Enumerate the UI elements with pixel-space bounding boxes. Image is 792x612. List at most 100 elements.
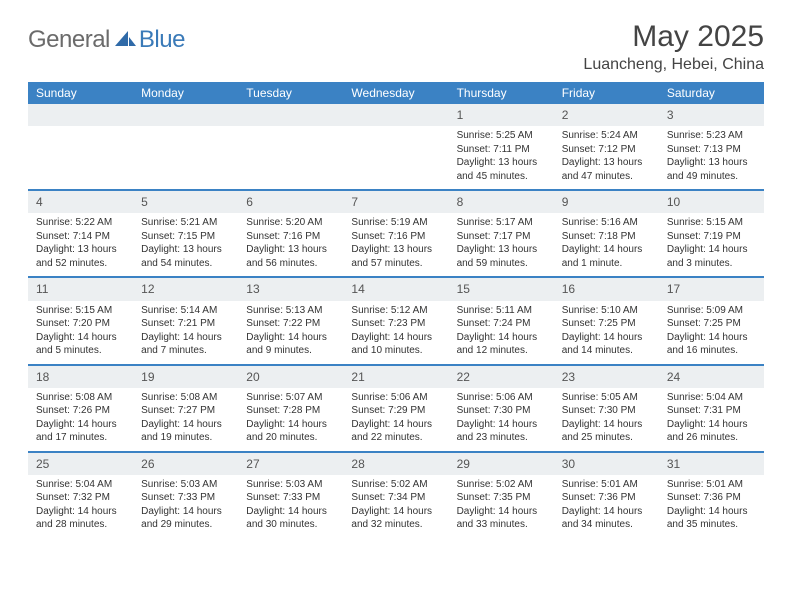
dl2-text: and 26 minutes. <box>667 431 756 445</box>
day-cell: Sunrise: 5:23 AMSunset: 7:13 PMDaylight:… <box>659 126 764 190</box>
sunset-text: Sunset: 7:23 PM <box>351 317 440 331</box>
day-number: 21 <box>343 365 448 388</box>
day-cell: Sunrise: 5:08 AMSunset: 7:27 PMDaylight:… <box>133 388 238 452</box>
day-cell: Sunrise: 5:02 AMSunset: 7:34 PMDaylight:… <box>343 475 448 538</box>
sunset-text: Sunset: 7:33 PM <box>246 491 335 505</box>
sunset-text: Sunset: 7:30 PM <box>457 404 546 418</box>
title-block: May 2025 Luancheng, Hebei, China <box>583 20 764 74</box>
dl2-text: and 34 minutes. <box>562 518 651 532</box>
sunset-text: Sunset: 7:25 PM <box>562 317 651 331</box>
sunset-text: Sunset: 7:16 PM <box>246 230 335 244</box>
day-cell: Sunrise: 5:06 AMSunset: 7:29 PMDaylight:… <box>343 388 448 452</box>
dl2-text: and 1 minute. <box>562 257 651 271</box>
dl1-text: Daylight: 14 hours <box>141 505 230 519</box>
sunset-text: Sunset: 7:36 PM <box>562 491 651 505</box>
day-number: 23 <box>554 365 659 388</box>
sunset-text: Sunset: 7:31 PM <box>667 404 756 418</box>
dl2-text: and 17 minutes. <box>36 431 125 445</box>
sunset-text: Sunset: 7:19 PM <box>667 230 756 244</box>
dl2-text: and 32 minutes. <box>351 518 440 532</box>
day-cell <box>133 126 238 190</box>
sunrise-text: Sunrise: 5:20 AM <box>246 216 335 230</box>
dl1-text: Daylight: 14 hours <box>246 331 335 345</box>
day-cell: Sunrise: 5:14 AMSunset: 7:21 PMDaylight:… <box>133 301 238 365</box>
day-cell: Sunrise: 5:08 AMSunset: 7:26 PMDaylight:… <box>28 388 133 452</box>
day-cell: Sunrise: 5:13 AMSunset: 7:22 PMDaylight:… <box>238 301 343 365</box>
day-cell: Sunrise: 5:09 AMSunset: 7:25 PMDaylight:… <box>659 301 764 365</box>
day-cell: Sunrise: 5:01 AMSunset: 7:36 PMDaylight:… <box>659 475 764 538</box>
sunrise-text: Sunrise: 5:08 AM <box>141 391 230 405</box>
day-number: 22 <box>449 365 554 388</box>
weekday-header: Thursday <box>449 82 554 104</box>
day-cell: Sunrise: 5:04 AMSunset: 7:31 PMDaylight:… <box>659 388 764 452</box>
dl1-text: Daylight: 14 hours <box>562 331 651 345</box>
day-cell: Sunrise: 5:16 AMSunset: 7:18 PMDaylight:… <box>554 213 659 277</box>
dl1-text: Daylight: 14 hours <box>457 331 546 345</box>
day-number: 7 <box>343 190 448 213</box>
sunrise-text: Sunrise: 5:24 AM <box>562 129 651 143</box>
sunset-text: Sunset: 7:26 PM <box>36 404 125 418</box>
day-number: 5 <box>133 190 238 213</box>
dl1-text: Daylight: 14 hours <box>351 418 440 432</box>
day-number: 9 <box>554 190 659 213</box>
logo-text-blue: Blue <box>139 26 185 54</box>
day-number: 26 <box>133 452 238 475</box>
sunrise-text: Sunrise: 5:17 AM <box>457 216 546 230</box>
dl1-text: Daylight: 13 hours <box>457 156 546 170</box>
detail-row: Sunrise: 5:25 AMSunset: 7:11 PMDaylight:… <box>28 126 764 190</box>
day-cell: Sunrise: 5:12 AMSunset: 7:23 PMDaylight:… <box>343 301 448 365</box>
detail-row: Sunrise: 5:08 AM Sunset: 7:26 PM Daylight:… <box>28 388 764 452</box>
day-cell: Sunrise: 5:11 AMSunset: 7:24 PMDaylight:… <box>449 301 554 365</box>
weekday-header: Sunday <box>28 82 133 104</box>
location: Luancheng, Hebei, China <box>583 56 764 74</box>
dl2-text: and 25 minutes. <box>562 431 651 445</box>
daynum-row: 11121314151617 <box>28 277 764 300</box>
dl1-text: Daylight: 14 hours <box>246 418 335 432</box>
day-number: 10 <box>659 190 764 213</box>
day-number: 3 <box>659 104 764 126</box>
sunrise-text: Sunrise: 5:02 AM <box>457 478 546 492</box>
dl2-text: and 12 minutes. <box>457 344 546 358</box>
sunset-text: Sunset: 7:29 PM <box>351 404 440 418</box>
calendar-table: Sunday Monday Tuesday Wednesday Thursday… <box>28 82 764 538</box>
sunrise-text: Sunrise: 5:10 AM <box>562 304 651 318</box>
logo-text-general: General <box>28 26 110 54</box>
sunrise-text: Sunrise: 5:25 AM <box>457 129 546 143</box>
dl1-text: Daylight: 13 hours <box>351 243 440 257</box>
dl2-text: and 10 minutes. <box>351 344 440 358</box>
sunrise-text: Sunrise: 5:04 AM <box>667 391 756 405</box>
dl2-text: and 7 minutes. <box>141 344 230 358</box>
dl1-text: Daylight: 14 hours <box>351 505 440 519</box>
sunset-text: Sunset: 7:24 PM <box>457 317 546 331</box>
day-number: 4 <box>28 190 133 213</box>
dl2-text: and 23 minutes. <box>457 431 546 445</box>
day-cell: Sunrise: 5:25 AMSunset: 7:11 PMDaylight:… <box>449 126 554 190</box>
dl1-text: Daylight: 14 hours <box>667 331 756 345</box>
sunset-text: Sunset: 7:13 PM <box>667 143 756 157</box>
day-cell <box>238 126 343 190</box>
weekday-header: Tuesday <box>238 82 343 104</box>
dl1-text: Daylight: 14 hours <box>667 505 756 519</box>
dl2-text: and 22 minutes. <box>351 431 440 445</box>
dl1-text: Daylight: 14 hours <box>36 505 125 519</box>
day-cell: Sunrise: 5:03 AMSunset: 7:33 PMDaylight:… <box>238 475 343 538</box>
day-cell: Sunrise: 5:21 AMSunset: 7:15 PMDaylight:… <box>133 213 238 277</box>
day-cell: Sunrise: 5:19 AMSunset: 7:16 PMDaylight:… <box>343 213 448 277</box>
daynum-row: 45678910 <box>28 190 764 213</box>
daynum-row: 18192021222324 <box>28 365 764 388</box>
dl1-text: Daylight: 13 hours <box>667 156 756 170</box>
day-number: 20 <box>238 365 343 388</box>
day-number: 12 <box>133 277 238 300</box>
sunset-text: Sunset: 7:16 PM <box>351 230 440 244</box>
dl1-text: Daylight: 14 hours <box>562 243 651 257</box>
dl1-text: Daylight: 14 hours <box>667 418 756 432</box>
dl2-text: and 54 minutes. <box>141 257 230 271</box>
sunrise-text: Sunrise: 5:16 AM <box>562 216 651 230</box>
sunrise-text: Sunrise: 5:12 AM <box>351 304 440 318</box>
sunrise-text: Sunrise: 5:21 AM <box>141 216 230 230</box>
sunrise-text: Sunrise: 5:09 AM <box>667 304 756 318</box>
sunrise-text: Sunrise: 5:01 AM <box>562 478 651 492</box>
sunrise-text: Sunrise: 5:11 AM <box>457 304 546 318</box>
dl1-text: Daylight: 13 hours <box>141 243 230 257</box>
day-number: 29 <box>449 452 554 475</box>
